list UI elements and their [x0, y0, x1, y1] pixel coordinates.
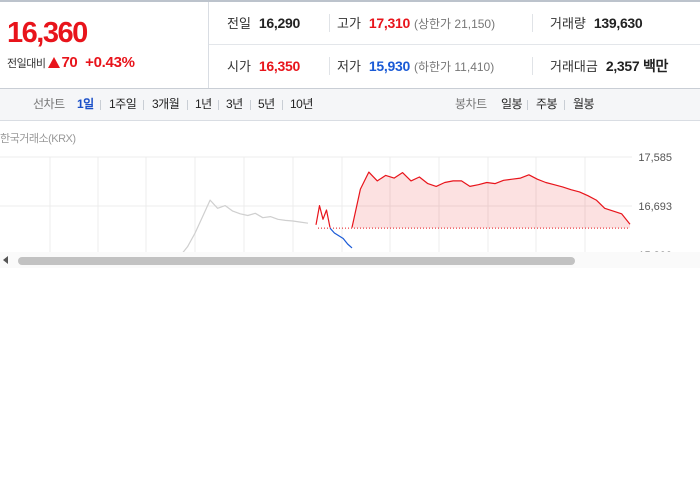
prior-day-price-line: [182, 199, 309, 252]
change-label: 전일대비: [7, 58, 46, 70]
scroll-left-arrow-icon[interactable]: [3, 256, 8, 264]
stat-volume: 거래량 139,630: [550, 2, 643, 44]
line-chart-label: 선차트: [33, 97, 65, 111]
stat-high-label: 고가: [337, 16, 361, 31]
stat-low-value: 15,930: [368, 58, 410, 74]
tab-divider: [250, 100, 251, 110]
tab-divider: [218, 100, 219, 110]
tab-candle-weekly[interactable]: 주봉: [536, 97, 558, 111]
tab-period-10y[interactable]: 10년: [290, 97, 313, 111]
tab-divider: [564, 100, 565, 110]
tab-candle-daily[interactable]: 일봉: [501, 97, 523, 111]
chart-source-label: 한국거래소(KRX): [0, 133, 76, 145]
stat-low-label: 저가: [337, 59, 361, 74]
intraday-price-line: [329, 227, 353, 249]
column-divider: [329, 14, 330, 32]
stat-low: 저가 15,930 (하한가 11,410): [337, 45, 494, 87]
chart-period-tabs: 선차트 1일 1주일 3개월 1년 3년 5년 10년 봉차트 일봉 주봉 월봉: [0, 88, 700, 121]
tab-divider: [100, 100, 101, 110]
stat-prev-close: 전일 16,290: [227, 2, 300, 44]
tab-period-3m[interactable]: 3개월: [152, 97, 180, 111]
y-axis-tick-label: 15,800: [638, 250, 672, 252]
tab-divider: [187, 100, 188, 110]
column-divider: [532, 57, 533, 75]
current-price: 16,360: [7, 17, 88, 49]
stat-open-value: 16,350: [258, 58, 300, 74]
stat-upper-limit: (상한가 21,150): [413, 17, 496, 31]
intraday-price-line: [315, 205, 331, 228]
tab-divider: [527, 100, 528, 110]
stat-high: 고가 17,310 (상한가 21,150): [337, 2, 495, 44]
intraday-price-line: [351, 171, 631, 228]
column-divider: [329, 57, 330, 75]
stat-open: 시가 16,350: [227, 45, 300, 87]
change-percent: +0.43%: [85, 54, 135, 71]
stat-trade-value: 거래대금 2,357 백만: [550, 45, 668, 87]
quote-header: 16,360 전일대비 70 +0.43% 전일 16,290 고가 17,310 (상한…: [0, 0, 700, 88]
tab-divider: [282, 100, 283, 110]
scrollbar-thumb[interactable]: [18, 257, 575, 265]
tab-divider: [143, 100, 144, 110]
stats-row-divider: [209, 44, 700, 45]
stat-volume-value: 139,630: [593, 15, 643, 31]
tab-period-3y[interactable]: 3년: [226, 97, 243, 111]
y-axis-tick-label: 16,693: [638, 201, 672, 213]
price-chart: 17,585 16,693 15,800: [0, 152, 672, 252]
stat-lower-limit: (하한가 11,410): [413, 60, 495, 74]
stat-trade-value-label: 거래대금: [550, 59, 598, 74]
chart-scrollbar[interactable]: [0, 252, 700, 268]
stat-trade-value-value: 2,357 백만: [605, 58, 669, 74]
price-area-fill: [352, 172, 630, 229]
change-amount: 70: [61, 54, 78, 71]
price-summary: 16,360 전일대비 70 +0.43%: [0, 2, 209, 88]
stat-prev-close-value: 16,290: [258, 15, 300, 31]
candle-chart-label: 봉차트: [455, 97, 487, 111]
quote-stats-grid: 전일 16,290 고가 17,310 (상한가 21,150) 거래량 139,630…: [209, 2, 700, 88]
tab-period-1d[interactable]: 1일: [77, 97, 94, 111]
price-change: 전일대비 70 +0.43%: [7, 54, 135, 71]
header-top-border: [0, 0, 700, 2]
stat-prev-close-label: 전일: [227, 16, 251, 31]
chart-gridlines: [0, 156, 632, 252]
stat-open-label: 시가: [227, 59, 251, 74]
stat-high-value: 17,310: [368, 15, 410, 31]
tab-candle-monthly[interactable]: 월봉: [573, 97, 595, 111]
column-divider: [532, 14, 533, 32]
tab-period-5y[interactable]: 5년: [258, 97, 275, 111]
stat-volume-label: 거래량: [550, 16, 586, 31]
y-axis-tick-label: 17,585: [638, 152, 672, 164]
tab-period-1w[interactable]: 1주일: [109, 97, 137, 111]
up-triangle-icon: [48, 57, 61, 68]
tab-period-1y[interactable]: 1년: [195, 97, 212, 111]
